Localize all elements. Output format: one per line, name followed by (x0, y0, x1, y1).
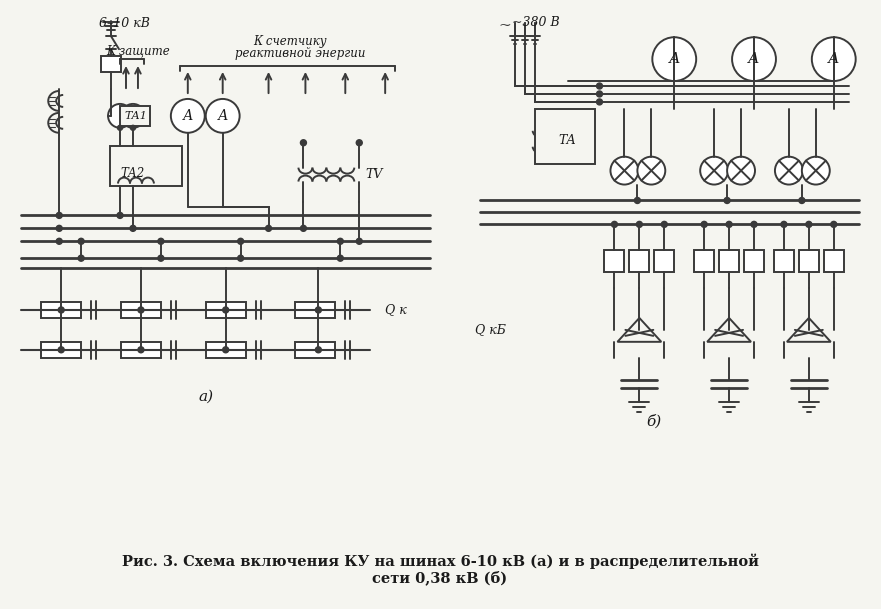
Bar (295, 342, 336, 357)
Circle shape (596, 91, 603, 97)
Circle shape (637, 157, 665, 185)
Circle shape (356, 139, 362, 146)
Circle shape (596, 99, 603, 105)
Text: сети 0,38 кВ (б): сети 0,38 кВ (б) (373, 571, 507, 586)
Text: б): б) (647, 415, 662, 429)
Text: Q к: Q к (385, 303, 407, 317)
Circle shape (799, 197, 805, 203)
Circle shape (78, 238, 84, 244)
Circle shape (337, 238, 344, 244)
Text: ТА2: ТА2 (121, 167, 145, 180)
Circle shape (724, 197, 730, 203)
Bar (629, 250, 649, 272)
Circle shape (300, 139, 307, 146)
Circle shape (223, 307, 229, 313)
Circle shape (751, 222, 757, 227)
Text: А: А (218, 109, 228, 123)
Circle shape (662, 222, 667, 227)
Circle shape (315, 307, 322, 313)
Circle shape (158, 238, 164, 244)
Circle shape (138, 347, 144, 353)
Bar (121, 302, 161, 318)
Bar (655, 250, 674, 272)
Bar (295, 302, 336, 318)
Text: Рис. 3. Схема включения КУ на шинах 6-10 кВ (а) и в распределительной: Рис. 3. Схема включения КУ на шинах 6-10… (122, 554, 759, 569)
Circle shape (726, 222, 732, 227)
Circle shape (56, 225, 63, 231)
Circle shape (56, 238, 63, 244)
Circle shape (652, 37, 696, 81)
Circle shape (138, 307, 144, 313)
Circle shape (58, 347, 64, 353)
Circle shape (130, 225, 136, 231)
Circle shape (108, 104, 132, 128)
Bar (121, 342, 161, 357)
Bar (535, 109, 595, 164)
Bar (799, 250, 818, 272)
Text: К счетчику: К счетчику (254, 35, 327, 48)
Circle shape (781, 222, 787, 227)
Circle shape (58, 307, 64, 313)
Circle shape (206, 99, 240, 133)
Text: А: А (182, 109, 193, 123)
Circle shape (171, 99, 204, 133)
Circle shape (634, 197, 640, 203)
Circle shape (701, 222, 707, 227)
Circle shape (356, 238, 362, 244)
Text: 6–10 кВ: 6–10 кВ (99, 17, 150, 30)
Text: а): а) (198, 390, 213, 404)
Bar (774, 250, 794, 272)
Text: ~380 В: ~380 В (512, 16, 559, 29)
Circle shape (727, 157, 755, 185)
Circle shape (596, 83, 603, 89)
Bar (694, 250, 714, 272)
Circle shape (802, 157, 830, 185)
Circle shape (831, 222, 837, 227)
Circle shape (732, 37, 776, 81)
Bar (41, 342, 81, 357)
Circle shape (265, 225, 271, 231)
Bar (604, 250, 625, 272)
Circle shape (238, 238, 244, 244)
Bar (206, 342, 246, 357)
Bar (41, 302, 81, 318)
Text: ТА1: ТА1 (124, 111, 147, 121)
Circle shape (636, 222, 642, 227)
Bar (719, 250, 739, 272)
Circle shape (117, 213, 123, 219)
Circle shape (78, 255, 84, 261)
Bar (824, 250, 844, 272)
Circle shape (238, 255, 244, 261)
Text: ~: ~ (499, 19, 511, 33)
Bar (101, 56, 121, 72)
Circle shape (121, 104, 145, 128)
Text: ТА: ТА (559, 134, 576, 147)
Circle shape (223, 347, 229, 353)
Circle shape (775, 157, 803, 185)
Circle shape (117, 125, 122, 130)
Circle shape (611, 157, 639, 185)
Circle shape (300, 225, 307, 231)
Circle shape (806, 222, 811, 227)
Bar (110, 146, 181, 186)
Bar (120, 106, 150, 126)
Circle shape (315, 347, 322, 353)
Circle shape (130, 125, 136, 130)
Circle shape (337, 255, 344, 261)
Text: реактивной энергии: реактивной энергии (235, 47, 366, 60)
Circle shape (56, 213, 63, 219)
Circle shape (158, 255, 164, 261)
Text: А: А (828, 52, 840, 66)
Circle shape (611, 222, 618, 227)
Text: К защите: К защите (106, 44, 170, 58)
Bar (744, 250, 764, 272)
Bar (206, 302, 246, 318)
Circle shape (811, 37, 855, 81)
Text: TV: TV (366, 168, 382, 181)
Text: А: А (748, 52, 759, 66)
Text: А: А (669, 52, 680, 66)
Text: Q кБ: Q кБ (475, 323, 506, 336)
Circle shape (700, 157, 728, 185)
